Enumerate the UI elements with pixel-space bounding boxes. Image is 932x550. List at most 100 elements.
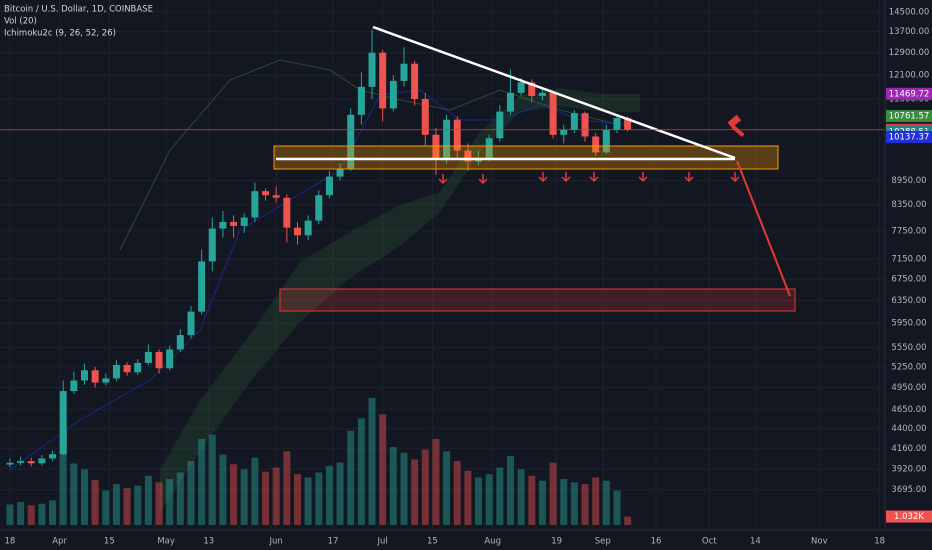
x-tick-label: Oct xyxy=(702,537,717,547)
volume-bar xyxy=(538,480,546,525)
volume-bar xyxy=(581,483,589,525)
x-tick-label: 17 xyxy=(328,537,339,547)
candle-body xyxy=(219,221,227,229)
candle-layer xyxy=(6,29,632,468)
indicator-label: Ichimoku2c (9, 26, 52, 26) xyxy=(4,29,116,39)
volume-bar xyxy=(325,465,333,525)
volume-bar xyxy=(602,480,610,525)
volume-bar xyxy=(475,477,483,525)
volume-bar xyxy=(91,479,99,525)
volume-bar xyxy=(432,438,440,525)
candle-body xyxy=(624,118,632,130)
volume-bar xyxy=(251,457,259,525)
candle-body xyxy=(336,168,344,177)
candle-body xyxy=(123,364,131,373)
volume-bar xyxy=(166,479,174,525)
candle-body xyxy=(17,461,25,463)
hammer-icon xyxy=(727,114,745,138)
candle-body xyxy=(91,370,99,383)
grid xyxy=(0,0,885,530)
down-arrows xyxy=(438,172,740,185)
y-tick-label: 13700.00 xyxy=(889,27,930,37)
candle-body xyxy=(368,52,376,87)
price-tag-label: 10761.57 xyxy=(889,112,930,122)
candle-body xyxy=(602,129,610,153)
price-tag xyxy=(886,130,932,143)
volume-bar xyxy=(506,456,514,525)
volume-bar xyxy=(453,461,461,525)
candle-body xyxy=(592,136,600,153)
x-tick-label: 15 xyxy=(427,537,438,547)
candle-body xyxy=(6,462,14,465)
volume-tag-label: 1.032K xyxy=(894,512,924,522)
price-tag xyxy=(886,87,932,100)
volume-bar xyxy=(155,482,163,525)
candle-body xyxy=(59,391,67,455)
candle-body xyxy=(528,82,536,96)
y-tick-label: 6350.00 xyxy=(891,296,926,306)
volume-bar xyxy=(517,469,525,525)
candle-body xyxy=(304,220,312,236)
x-tick-label: Nov xyxy=(811,537,828,547)
volume-bar xyxy=(315,472,323,525)
chart-title: Bitcoin / U.S. Dollar, 1D, COINBASE xyxy=(4,5,153,15)
y-tick-label: 8350.00 xyxy=(891,200,926,210)
candle-body xyxy=(187,311,195,336)
volume-bar xyxy=(336,462,344,525)
volume-bar xyxy=(27,505,35,525)
x-tick-label: 13 xyxy=(203,537,214,547)
candle-body xyxy=(49,454,57,459)
y-tick-label: 3920.00 xyxy=(891,465,926,475)
candle-body xyxy=(38,458,46,464)
candle-body xyxy=(176,335,184,350)
y-tick-label: 12100.00 xyxy=(889,71,930,81)
volume-bar xyxy=(592,477,600,525)
volume-bar xyxy=(262,471,270,525)
candle-body xyxy=(613,118,621,130)
volume-bar xyxy=(134,485,142,525)
y-tick-label: 4400.00 xyxy=(891,424,926,434)
candle-body xyxy=(496,111,504,139)
candle-body xyxy=(538,92,546,96)
candle-body xyxy=(208,228,216,262)
volume-bar xyxy=(549,462,557,525)
x-tick-label: 16 xyxy=(651,537,662,547)
price-tag xyxy=(886,110,932,123)
candle-body xyxy=(421,98,429,135)
candle-body xyxy=(357,86,365,115)
volume-bar xyxy=(80,469,88,525)
candle-body xyxy=(389,80,397,109)
y-tick-label: 4950.00 xyxy=(891,383,926,393)
x-tick-label: Jun xyxy=(269,537,283,547)
candle-body xyxy=(581,113,589,137)
y-tick-label: 5250.00 xyxy=(891,362,926,372)
volume-bar xyxy=(219,454,227,525)
candle-body xyxy=(549,92,557,135)
volume-bar xyxy=(624,516,632,525)
candle-body xyxy=(283,197,291,228)
volume-bar xyxy=(198,438,206,525)
volume-bar xyxy=(176,472,184,525)
volume-layer xyxy=(6,397,632,525)
x-tick-label: Apr xyxy=(52,537,67,547)
volume-bar xyxy=(379,414,387,525)
x-tick-label: Aug xyxy=(484,537,501,547)
candle-body xyxy=(70,380,78,392)
x-tick-label: Jul xyxy=(377,537,388,547)
volume-bar xyxy=(464,470,472,525)
candle-body xyxy=(347,114,355,169)
candle-body xyxy=(379,52,387,109)
projection-line xyxy=(736,160,791,297)
volume-bar xyxy=(421,449,429,525)
candle-body xyxy=(485,138,493,158)
target-zone xyxy=(279,288,796,312)
volume-bar xyxy=(49,500,57,525)
candle-body xyxy=(112,364,120,379)
candle-body xyxy=(506,92,514,112)
trend-line xyxy=(372,25,736,160)
y-tick-label: 8950.00 xyxy=(891,176,926,186)
candle-body xyxy=(262,191,270,196)
volume-bar xyxy=(70,463,78,525)
